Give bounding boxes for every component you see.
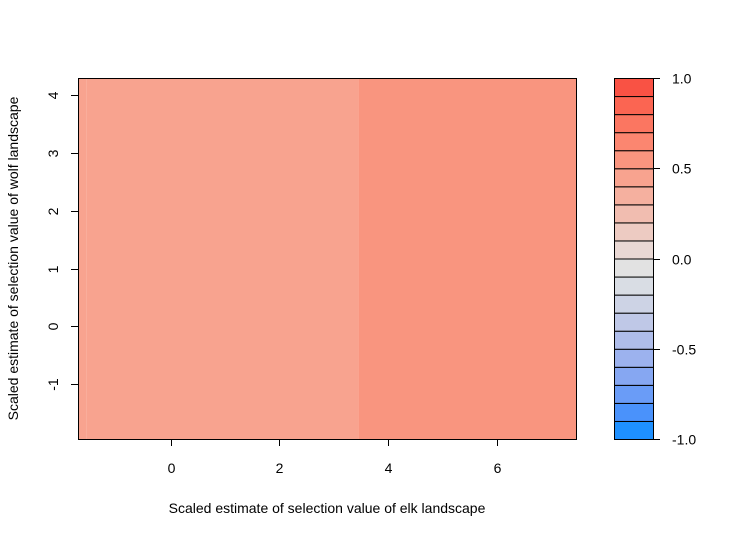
color-legend-swatch — [614, 150, 654, 170]
y-tick-label: -1 — [45, 378, 61, 391]
x-tick-label: 6 — [494, 460, 502, 476]
color-legend-tick-label: 1.0 — [672, 71, 692, 87]
color-legend-swatch — [614, 132, 654, 152]
color-legend-swatch — [614, 168, 654, 188]
heatmap-cell — [78, 78, 87, 439]
color-legend-swatch — [614, 348, 654, 368]
color-legend-swatch — [614, 204, 654, 224]
color-legend-tick-label: -1.0 — [672, 432, 696, 448]
color-legend-swatch — [614, 114, 654, 134]
heatmap-cell — [86, 78, 359, 439]
color-legend-swatch — [614, 384, 654, 404]
x-tick-label: 4 — [385, 460, 393, 476]
color-legend-swatch — [614, 78, 654, 98]
color-legend-swatch — [614, 186, 654, 206]
color-legend-swatch — [614, 330, 654, 350]
color-legend-swatch — [614, 294, 654, 314]
y-axis-label: Scaled estimate of selection value of wo… — [5, 96, 21, 420]
color-legend-swatch — [614, 96, 654, 116]
color-legend: 1.0 0.5 0.0 -0.5 -1.0 — [614, 71, 696, 448]
color-legend-swatch — [614, 240, 654, 260]
plot-area-cells — [78, 78, 576, 439]
y-tick-label: 0 — [45, 322, 61, 330]
y-tick-label: 4 — [45, 91, 61, 99]
x-tick-label: 0 — [168, 460, 176, 476]
color-legend-swatch — [614, 258, 654, 278]
color-legend-swatch — [614, 366, 654, 386]
y-tick-label: 3 — [45, 149, 61, 157]
color-legend-tick-label: -0.5 — [672, 342, 696, 358]
color-legend-swatch — [614, 222, 654, 242]
x-tick-label: 2 — [276, 460, 284, 476]
color-legend-swatch — [614, 420, 654, 441]
y-tick-label: 2 — [45, 207, 61, 215]
color-legend-tick-label: 0.5 — [672, 161, 692, 177]
y-tick-label: 1 — [45, 265, 61, 273]
color-legend-tick-label: 0.0 — [672, 252, 692, 268]
x-axis-label: Scaled estimate of selection value of el… — [169, 500, 486, 516]
y-axis: -1 0 1 2 3 4 — [45, 91, 79, 391]
x-axis: 0 2 4 6 — [168, 439, 502, 476]
color-legend-swatch — [614, 312, 654, 332]
color-legend-swatch — [614, 402, 654, 422]
heatmap-cell — [358, 78, 576, 439]
color-legend-swatch — [614, 276, 654, 296]
plot-frame — [78, 78, 577, 440]
